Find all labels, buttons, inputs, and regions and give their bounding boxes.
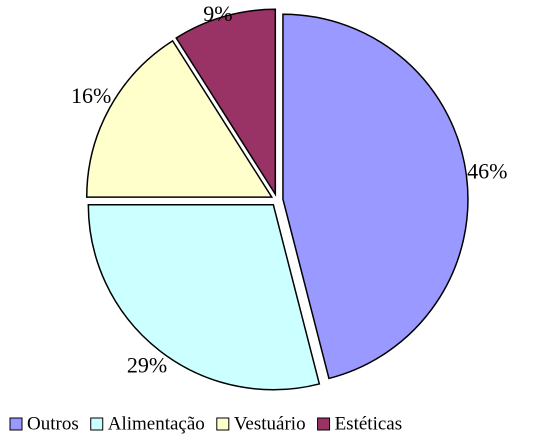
pie-slice <box>175 8 277 197</box>
legend-label: Alimentação <box>108 413 205 434</box>
pie-slice <box>85 39 274 198</box>
slice-label: 46% <box>467 158 507 183</box>
legend-swatch <box>216 417 230 431</box>
legend-swatch <box>9 417 23 431</box>
legend-label: Estéticas <box>335 413 403 434</box>
legend-swatch <box>317 417 331 431</box>
legend-label: Outros <box>27 413 79 434</box>
legend-swatch <box>90 417 104 431</box>
pie-slice <box>282 13 469 380</box>
slice-label: 9% <box>203 1 232 26</box>
slice-label: 29% <box>127 353 167 378</box>
pie-slice <box>87 203 321 391</box>
slice-label: 16% <box>71 83 111 108</box>
legend-label: Vestuário <box>234 413 306 434</box>
